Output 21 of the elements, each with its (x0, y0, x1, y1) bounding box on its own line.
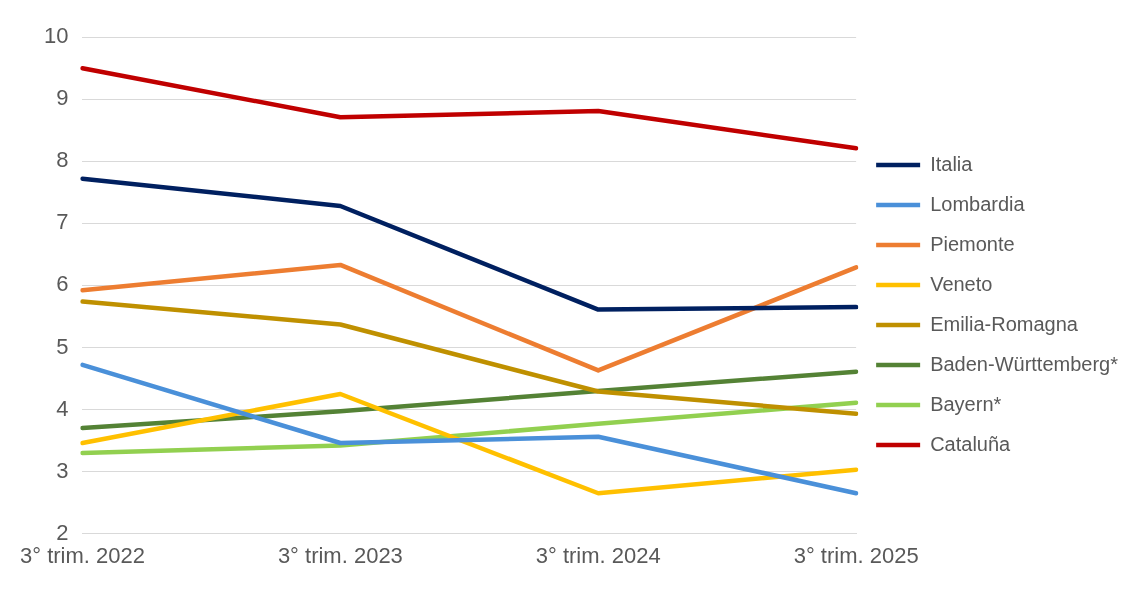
legend-label: Piemonte (930, 232, 1015, 255)
y-tick-label: 9 (56, 85, 69, 111)
legend-label: Baden-Württemberg* (930, 352, 1119, 375)
x-tick-label: 3° trim. 2025 (793, 542, 919, 568)
y-tick-label: 7 (56, 209, 69, 235)
y-tick-label: 3 (56, 457, 69, 483)
legend-label: Emilia-Romagna (930, 312, 1079, 335)
y-tick-label: 8 (56, 147, 69, 173)
y-tick-label: 5 (56, 333, 69, 359)
legend-label: Italia (930, 152, 974, 175)
y-tick-label: 2 (56, 519, 69, 545)
legend-label: Bayern* (930, 392, 1002, 415)
y-tick-label: 6 (56, 271, 69, 297)
y-tick-label: 10 (44, 23, 69, 49)
x-tick-label: 3° trim. 2024 (535, 542, 661, 568)
legend-label: Lombardia (930, 192, 1026, 215)
y-tick-label: 4 (56, 395, 69, 421)
x-tick-label: 3° trim. 2022 (20, 542, 145, 568)
legend-label: Cataluña (930, 432, 1012, 455)
x-tick-label: 3° trim. 2023 (277, 542, 403, 568)
legend-label: Veneto (930, 272, 993, 295)
